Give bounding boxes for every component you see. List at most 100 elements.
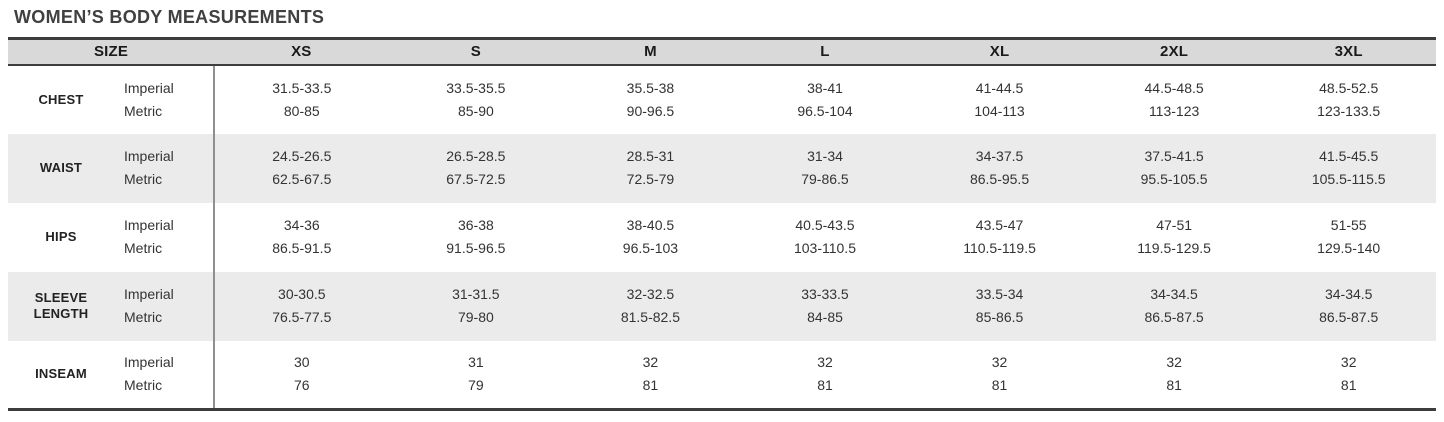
imperial-value: 33.5-34 bbox=[975, 286, 1024, 302]
metric-value: 113-123 bbox=[1148, 102, 1200, 119]
imperial-value: 43.5-47 bbox=[975, 217, 1024, 233]
measurement-cell: 32 81 bbox=[912, 341, 1087, 410]
metric-value: 96.5-103 bbox=[622, 240, 679, 256]
metric-value: 76 bbox=[294, 377, 310, 394]
measurement-cell: 36-38 91.5-96.5 bbox=[389, 203, 564, 272]
measurement-cell: 38-40.5 96.5-103 bbox=[563, 203, 738, 272]
size-column-header: SIZE bbox=[8, 38, 215, 66]
metric-value: 67.5-72.5 bbox=[446, 171, 506, 187]
imperial-value: 26.5-28.5 bbox=[446, 148, 506, 164]
metric-value: 95.5-105.5 bbox=[1140, 171, 1208, 187]
size-header-s: S bbox=[388, 38, 564, 66]
metric-value: 86.5-95.5 bbox=[969, 171, 1030, 187]
metric-value: 84-85 bbox=[807, 309, 843, 325]
measurement-cell: 32-32.5 81.5-82.5 bbox=[563, 272, 738, 341]
metric-value: 103-110.5 bbox=[793, 240, 856, 256]
imperial-value: 32 bbox=[817, 354, 833, 371]
table-row: WAIST Imperial Metric 24.5-26.5 62.5-67.5 26.… bbox=[8, 133, 1436, 203]
metric-value: 86.5-91.5 bbox=[272, 240, 332, 256]
measurement-cell: 33.5-35.5 85-90 bbox=[389, 65, 564, 134]
metric-value: 81.5-82.5 bbox=[620, 309, 680, 325]
imperial-value: 34-36 bbox=[283, 217, 320, 233]
metric-value: 104-113 bbox=[974, 102, 1025, 119]
imperial-value: 35.5-38 bbox=[626, 79, 675, 96]
table-row: HIPS Imperial Metric 34-36 86.5-91.5 36-38 91.… bbox=[8, 202, 1436, 272]
unit-labels: Imperial Metric bbox=[114, 340, 216, 410]
imperial-value: 41.5-45.5 bbox=[1319, 148, 1379, 164]
imperial-value: 40.5-43.5 bbox=[795, 217, 855, 233]
unit-labels: Imperial Metric bbox=[114, 133, 216, 203]
size-header-m: M bbox=[563, 38, 738, 66]
measurement-cell: 41.5-45.5 105.5-115.5 bbox=[1261, 134, 1436, 203]
imperial-label: Imperial bbox=[124, 148, 174, 164]
imperial-value: 32 bbox=[1166, 354, 1182, 371]
imperial-value: 48.5-52.5 bbox=[1319, 79, 1379, 96]
metric-value: 96.5-104 bbox=[797, 102, 853, 119]
measurement-cell: 32 81 bbox=[1261, 341, 1436, 410]
row-label: INSEAM bbox=[35, 366, 87, 382]
imperial-value: 24.5-26.5 bbox=[272, 148, 332, 164]
size-header-3xl: 3XL bbox=[1261, 38, 1436, 66]
metric-value: 79-80 bbox=[457, 309, 494, 325]
metric-value: 85-90 bbox=[457, 102, 494, 119]
measurement-cell: 34-34.5 86.5-87.5 bbox=[1087, 272, 1262, 341]
unit-labels: Imperial Metric bbox=[114, 64, 216, 134]
measurement-cell: 34-37.5 86.5-95.5 bbox=[912, 134, 1087, 203]
imperial-value: 30 bbox=[294, 354, 310, 371]
measurement-cell: 41-44.5 104-113 bbox=[912, 65, 1087, 134]
measurement-cell: 31.5-33.5 80-85 bbox=[214, 65, 389, 134]
row-label: CHEST bbox=[38, 91, 84, 107]
metric-value: 86.5-87.5 bbox=[1144, 309, 1204, 325]
measurement-cell: 34-36 86.5-91.5 bbox=[214, 203, 389, 272]
measurement-cell: 33.5-34 85-86.5 bbox=[912, 272, 1087, 341]
unit-labels: Imperial Metric bbox=[114, 271, 216, 341]
header-row: SIZE XS S M L XL 2XL 3XL bbox=[8, 38, 1436, 66]
measurement-cell: 32 81 bbox=[563, 341, 738, 410]
imperial-value: 33-33.5 bbox=[801, 286, 849, 302]
measurement-cell: 31-34 79-86.5 bbox=[738, 134, 913, 203]
metric-label: Metric bbox=[124, 377, 163, 394]
measurement-cell: 35.5-38 90-96.5 bbox=[563, 65, 738, 134]
measurement-cell: 32 81 bbox=[738, 341, 913, 410]
size-header-2xl: 2XL bbox=[1086, 38, 1262, 66]
imperial-label: Imperial bbox=[124, 286, 174, 302]
metric-value: 81 bbox=[1340, 377, 1357, 394]
imperial-value: 44.5-48.5 bbox=[1144, 79, 1204, 96]
measurement-cell: 26.5-28.5 67.5-72.5 bbox=[389, 134, 564, 203]
measurement-cell: 37.5-41.5 95.5-105.5 bbox=[1087, 134, 1262, 203]
table-row: CHEST Imperial Metric 31.5-33.5 80-85 33.5-35… bbox=[8, 64, 1436, 134]
size-header-l: L bbox=[737, 38, 913, 66]
unit-labels: Imperial Metric bbox=[114, 202, 216, 272]
metric-value: 81 bbox=[817, 377, 833, 394]
measurement-cell: 24.5-26.5 62.5-67.5 bbox=[214, 134, 389, 203]
imperial-value: 31-34 bbox=[807, 148, 843, 164]
imperial-value: 32-32.5 bbox=[626, 286, 675, 302]
size-header-xs: XS bbox=[214, 38, 389, 66]
metric-value: 81 bbox=[991, 377, 1008, 394]
metric-value: 79-86.5 bbox=[801, 171, 849, 187]
imperial-value: 38-41 bbox=[807, 79, 843, 96]
measurement-cell: 34-34.5 86.5-87.5 bbox=[1261, 272, 1436, 341]
measurement-cell: 48.5-52.5 123-133.5 bbox=[1261, 65, 1436, 134]
imperial-label: Imperial bbox=[124, 79, 174, 96]
imperial-label: Imperial bbox=[124, 354, 174, 371]
measurement-cell: 30-30.5 76.5-77.5 bbox=[214, 272, 389, 341]
metric-value: 80-85 bbox=[283, 102, 320, 119]
row-label: SLEEVE LENGTH bbox=[33, 290, 89, 321]
metric-value: 76.5-77.5 bbox=[272, 309, 332, 325]
measurements-table: SIZE XS S M L XL 2XL 3XL CHEST Imperial Me… bbox=[8, 37, 1436, 411]
imperial-value: 31.5-33.5 bbox=[272, 79, 332, 96]
measurement-cell: 30 76 bbox=[214, 341, 389, 410]
imperial-value: 34-34.5 bbox=[1150, 286, 1198, 302]
measurement-cell: 43.5-47 110.5-119.5 bbox=[912, 203, 1087, 272]
metric-label: Metric bbox=[124, 171, 163, 187]
measurement-cell: 28.5-31 72.5-79 bbox=[563, 134, 738, 203]
imperial-value: 31-31.5 bbox=[452, 286, 500, 302]
imperial-value: 34-37.5 bbox=[975, 148, 1024, 164]
measurement-cell: 33-33.5 84-85 bbox=[738, 272, 913, 341]
measurement-cell: 40.5-43.5 103-110.5 bbox=[738, 203, 913, 272]
page-title: WOMEN’S BODY MEASUREMENTS bbox=[14, 7, 325, 27]
imperial-value: 30-30.5 bbox=[278, 286, 326, 302]
imperial-value: 31 bbox=[468, 354, 484, 371]
metric-value: 119.5-129.5 bbox=[1137, 240, 1211, 256]
